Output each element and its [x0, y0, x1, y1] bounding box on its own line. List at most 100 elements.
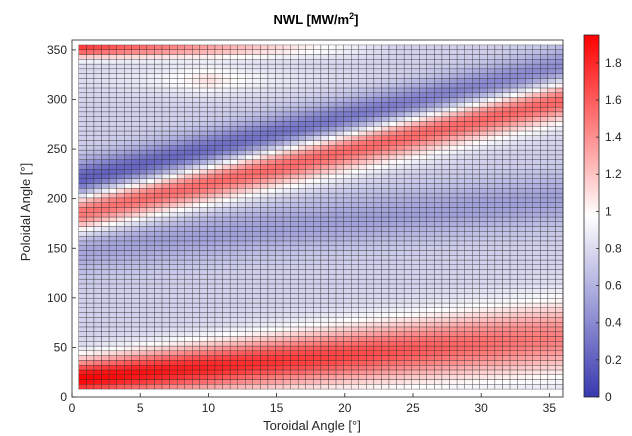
heatmap-cell: [524, 326, 533, 332]
heatmap-cell: [108, 255, 117, 261]
heatmap-cell: [282, 379, 291, 385]
heatmap-cell: [245, 307, 254, 313]
heatmap-cell: [547, 216, 556, 222]
heatmap-cell: [441, 336, 450, 342]
heatmap-cell: [358, 312, 367, 318]
heatmap-cell: [426, 135, 435, 141]
heatmap-cell: [494, 126, 503, 132]
heatmap-cell: [388, 255, 397, 261]
heatmap-cell: [245, 111, 254, 117]
heatmap-cell: [275, 250, 284, 256]
heatmap-cell: [343, 226, 352, 232]
heatmap-cell: [540, 106, 549, 113]
heatmap-cell: [154, 364, 163, 371]
heatmap-cell: [540, 121, 549, 127]
heatmap-cell: [464, 197, 473, 203]
heatmap-cell: [131, 164, 140, 170]
heatmap-cell: [555, 264, 564, 270]
heatmap-cell: [176, 116, 185, 122]
heatmap-cell: [547, 331, 556, 337]
heatmap-cell: [161, 293, 170, 299]
heatmap-cell: [335, 360, 344, 366]
heatmap-cell: [298, 188, 306, 194]
heatmap-cell: [305, 192, 314, 199]
heatmap-cell: [350, 83, 359, 89]
heatmap-cell: [146, 231, 155, 237]
heatmap-cell: [358, 341, 367, 347]
heatmap-cell: [101, 183, 110, 189]
heatmap-cell: [532, 116, 541, 122]
heatmap-cell: [78, 111, 87, 117]
heatmap-cell: [494, 173, 503, 179]
heatmap-cell: [517, 278, 526, 285]
heatmap-cell: [396, 202, 405, 208]
heatmap-cell: [124, 106, 132, 113]
heatmap-cell: [93, 245, 102, 251]
heatmap-cell: [207, 331, 216, 337]
heatmap-cell: [320, 379, 329, 385]
heatmap-cell: [419, 355, 428, 361]
heatmap-cell: [222, 226, 231, 232]
heatmap-cell: [245, 183, 254, 189]
heatmap-cell: [464, 350, 473, 356]
heatmap-cell: [108, 169, 117, 175]
heatmap-cell: [207, 216, 216, 222]
heatmap-cell: [146, 68, 155, 74]
heatmap-cell: [517, 326, 526, 332]
heatmap-cell: [78, 212, 87, 218]
heatmap-cell: [449, 379, 458, 385]
heatmap-cell: [419, 59, 428, 65]
heatmap-cell: [199, 49, 208, 55]
heatmap-cell: [441, 341, 450, 347]
heatmap-cell: [139, 255, 148, 261]
heatmap-cell: [245, 379, 254, 385]
heatmap-cell: [494, 240, 503, 246]
heatmap-cell: [540, 130, 549, 136]
heatmap-cell: [502, 44, 511, 50]
heatmap-cell: [229, 207, 238, 213]
heatmap-cell: [313, 302, 322, 308]
heatmap-cell: [449, 331, 458, 337]
heatmap-cell: [86, 364, 95, 371]
heatmap-cell: [184, 264, 193, 270]
heatmap-cell: [396, 255, 405, 261]
heatmap-cell: [396, 326, 405, 332]
heatmap-cell: [199, 111, 208, 117]
heatmap-cell: [449, 264, 458, 270]
heatmap-cell: [419, 212, 428, 218]
heatmap-cell: [540, 341, 549, 347]
heatmap-cell: [487, 111, 496, 117]
heatmap-cell: [381, 321, 390, 328]
heatmap-cell: [298, 336, 306, 342]
heatmap-cell: [154, 83, 163, 89]
heatmap-cell: [93, 235, 102, 242]
heatmap-cell: [169, 140, 178, 146]
heatmap-cell: [320, 350, 329, 356]
heatmap-cell: [456, 341, 465, 347]
heatmap-cell: [441, 54, 450, 60]
heatmap-cell: [229, 283, 238, 289]
heatmap-cell: [494, 269, 503, 275]
heatmap-cell: [532, 350, 541, 356]
heatmap-cell: [78, 140, 87, 146]
heatmap-cell: [449, 59, 458, 65]
heatmap-cell: [116, 264, 125, 270]
heatmap-cell: [524, 59, 533, 65]
heatmap-cell: [260, 83, 269, 89]
heatmap-cell: [328, 83, 337, 89]
heatmap-cell: [532, 364, 541, 371]
heatmap-cell: [207, 126, 216, 132]
heatmap-cell: [494, 106, 503, 113]
heatmap-cell: [290, 169, 299, 175]
heatmap-cell: [169, 331, 178, 337]
heatmap-cell: [199, 59, 208, 65]
heatmap-cell: [343, 102, 352, 108]
heatmap-cell: [419, 259, 428, 265]
heatmap-cell: [472, 355, 480, 361]
heatmap-cell: [313, 369, 322, 375]
heatmap-cell: [350, 183, 359, 189]
heatmap-cell: [282, 231, 291, 237]
heatmap-cell: [154, 278, 163, 285]
heatmap-cell: [93, 345, 102, 352]
heatmap-cell: [358, 293, 367, 299]
